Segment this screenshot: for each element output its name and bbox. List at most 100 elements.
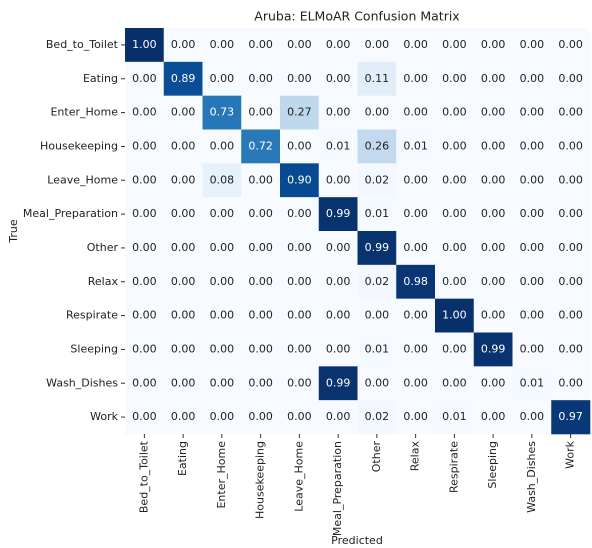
cell-label: 0.00: [481, 173, 506, 186]
cell: [473, 197, 513, 232]
x-tick-label: Leave_Home: [292, 441, 305, 512]
cell: [396, 332, 436, 367]
cell: [357, 163, 397, 198]
cell: [396, 197, 436, 232]
cell: [512, 332, 552, 367]
cell-label: 0.72: [248, 139, 273, 152]
cell: [551, 264, 591, 299]
cell-label: 0.00: [287, 410, 312, 423]
cell-label: 0.00: [326, 38, 351, 51]
cell-label: 0.00: [326, 241, 351, 254]
cell: [357, 197, 397, 232]
cell: [280, 298, 320, 333]
cell: [473, 366, 513, 401]
cell-label: 0.00: [210, 275, 235, 288]
cell: [163, 400, 203, 435]
cell: [512, 61, 552, 96]
cell-label: 0.00: [326, 275, 351, 288]
cell-label: 0.00: [248, 38, 273, 51]
cell: [551, 298, 591, 333]
cell-label: 0.01: [326, 139, 351, 152]
cell: [241, 366, 281, 401]
cell: [512, 298, 552, 333]
cell-label: 0.00: [403, 72, 428, 85]
cell: [202, 61, 242, 96]
cell-label: 0.00: [171, 309, 196, 322]
cell: [202, 400, 242, 435]
cell-label: 0.01: [442, 410, 467, 423]
cell: [318, 231, 358, 266]
cell: [512, 197, 552, 232]
y-tick-label: Meal_Preparation: [23, 207, 118, 220]
cell: [435, 129, 475, 164]
cell-label: 0.00: [287, 376, 312, 389]
cell: [512, 231, 552, 266]
cell-label: 0.00: [132, 309, 157, 322]
cell-label: 0.00: [171, 207, 196, 220]
cell: [396, 366, 436, 401]
y-tick-label: Relax: [88, 275, 119, 288]
cell: [435, 332, 475, 367]
cell: [202, 298, 242, 333]
cell-label: 0.00: [171, 410, 196, 423]
cell: [280, 231, 320, 266]
cell: [551, 332, 591, 367]
cell-label: 0.89: [171, 72, 196, 85]
cell-label: 0.00: [248, 342, 273, 355]
cell-label: 0.00: [520, 173, 545, 186]
cell: [435, 61, 475, 96]
cell: [551, 366, 591, 401]
cell: [318, 28, 358, 63]
cell-label: 0.00: [558, 309, 583, 322]
cell: [318, 197, 358, 232]
cell: [125, 95, 165, 130]
cell: [473, 298, 513, 333]
cell: [473, 400, 513, 435]
cell: [202, 332, 242, 367]
cell-label: 0.00: [520, 309, 545, 322]
cell: [357, 366, 397, 401]
x-tick-label: Meal_Preparation: [331, 441, 344, 536]
cell: [435, 197, 475, 232]
cell: [512, 400, 552, 435]
cell-label: 0.00: [132, 410, 157, 423]
cell: [280, 61, 320, 96]
y-tick-label: Other: [87, 241, 119, 254]
cell-label: 0.00: [171, 376, 196, 389]
cell-label: 0.99: [326, 207, 351, 220]
cell-label: 0.00: [520, 38, 545, 51]
cell-label: 0.00: [442, 173, 467, 186]
x-axis-label: Predicted: [331, 534, 383, 547]
cell: [318, 400, 358, 435]
cell: [163, 298, 203, 333]
cell: [512, 163, 552, 198]
cell-label: 0.00: [481, 139, 506, 152]
cell-label: 0.00: [481, 241, 506, 254]
cell: [241, 61, 281, 96]
cell-label: 0.00: [481, 38, 506, 51]
cell-label: 0.00: [287, 139, 312, 152]
cell: [241, 298, 281, 333]
cell-label: 0.00: [481, 376, 506, 389]
cell: [202, 366, 242, 401]
cell-label: 0.00: [210, 241, 235, 254]
cell: [202, 28, 242, 63]
cell: [473, 264, 513, 299]
cell: [241, 197, 281, 232]
cell-label: 0.01: [520, 376, 545, 389]
cell-label: 0.00: [558, 275, 583, 288]
cell: [280, 95, 320, 130]
cell: [163, 264, 203, 299]
cell-label: 0.00: [520, 72, 545, 85]
cell-label: 0.00: [365, 309, 390, 322]
cell-label: 0.00: [326, 309, 351, 322]
cell-label: 0.02: [365, 275, 390, 288]
cell: [357, 61, 397, 96]
cell-label: 0.00: [520, 106, 545, 119]
cell: [318, 61, 358, 96]
cell-label: 0.00: [171, 38, 196, 51]
cell: [280, 28, 320, 63]
cell-label: 0.00: [326, 410, 351, 423]
cell-label: 0.00: [132, 241, 157, 254]
cell-label: 0.73: [210, 106, 235, 119]
